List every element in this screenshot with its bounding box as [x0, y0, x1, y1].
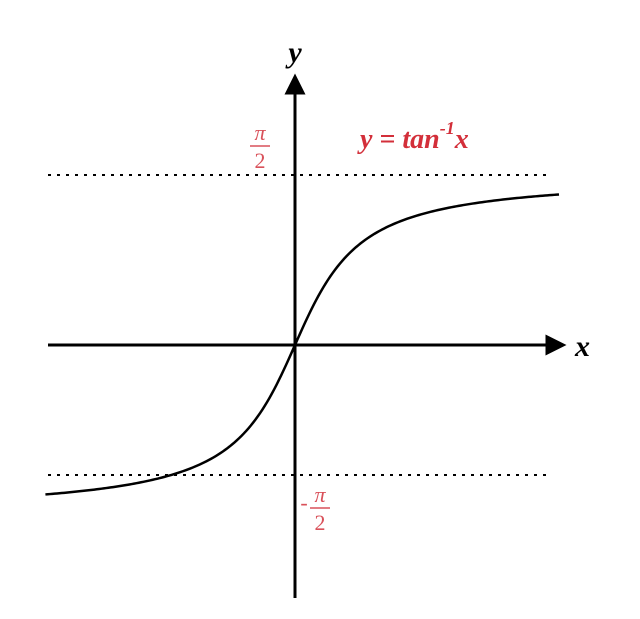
equation-prefix: y = tan: [357, 124, 440, 155]
svg-text:π: π: [254, 120, 266, 145]
equation-exponent: -1: [440, 118, 455, 138]
y-axis-label: y: [285, 36, 302, 69]
svg-text:2: 2: [255, 148, 266, 173]
svg-text:y = tan-1x: y = tan-1x: [357, 118, 469, 155]
label-pi-over-2-upper: π 2: [250, 120, 270, 173]
equation-suffix: x: [454, 124, 469, 155]
label-neg-pi-over-2-lower: - π 2: [300, 482, 330, 535]
equation-label: y = tan-1x: [357, 118, 469, 155]
svg-text:π: π: [314, 482, 326, 507]
x-axis-label: x: [574, 330, 590, 363]
svg-text:-: -: [300, 490, 307, 515]
svg-text:2: 2: [315, 510, 326, 535]
arctan-chart: y x y = tan-1x π 2 - π 2: [0, 0, 640, 619]
